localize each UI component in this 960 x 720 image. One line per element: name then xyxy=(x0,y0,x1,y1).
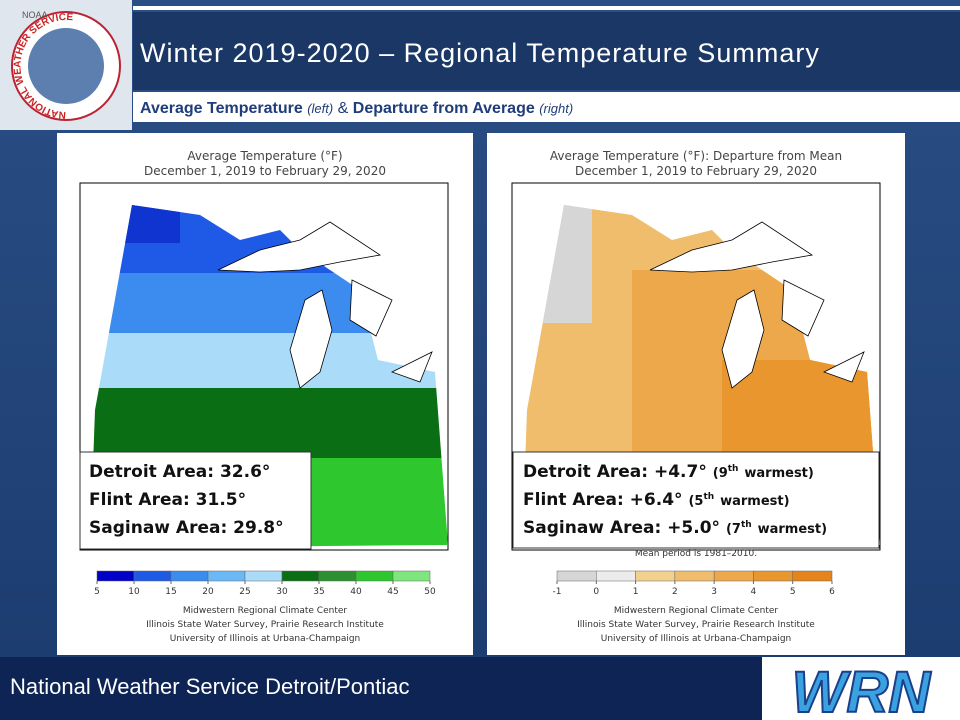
stats-box xyxy=(79,451,312,550)
colorbar: -1 0 1 2 3 4 5 6 xyxy=(553,570,835,597)
colorbar-bin xyxy=(96,570,135,582)
colorbar-bin xyxy=(713,570,754,582)
credit: Midwestern Regional Climate Center xyxy=(183,606,348,616)
wrn-logo-bg xyxy=(762,657,960,720)
subtitle-part: Departure from Average xyxy=(353,100,535,117)
subtitle-part: Average Temperature xyxy=(140,100,303,117)
nws-logo: NOAA NATIONAL WEATHER SERVICE xyxy=(0,0,132,130)
subtitle-part: (right) xyxy=(539,101,573,116)
stat-rank: (5 xyxy=(688,494,703,509)
credit: Illinois State Water Survey, Prairie Res… xyxy=(577,620,815,630)
colorbar-bin xyxy=(170,570,209,582)
colorbar-label: 40 xyxy=(350,587,362,597)
stat-rank: (9 xyxy=(713,466,728,481)
colorbar-bin xyxy=(244,570,283,582)
credit: Illinois State Water Survey, Prairie Res… xyxy=(146,620,384,630)
stat-label: Detroit Area: +4.7° xyxy=(523,462,707,482)
stat: Flint Area: +6.4° (5th warmest) xyxy=(523,484,790,510)
colorbar-label: -1 xyxy=(553,587,562,597)
colorbar-bin xyxy=(674,570,715,582)
colorbar-label: 50 xyxy=(424,587,436,597)
colorbar-bin xyxy=(281,570,320,582)
footer-text: National Weather Service Detroit/Pontiac xyxy=(10,674,409,699)
colorbar-bin xyxy=(635,570,676,582)
lake xyxy=(721,289,765,389)
colorbar-bin xyxy=(392,570,431,582)
stat-suffix: th xyxy=(703,492,714,502)
lake xyxy=(349,279,393,337)
credit: University of Illinois at Urbana-Champai… xyxy=(601,634,792,644)
colorbar-bin xyxy=(207,570,246,582)
mean-note: Mean period is 1981–2010. xyxy=(635,549,757,559)
stat: Flint Area: 31.5° xyxy=(89,490,246,510)
colorbar-label: 2 xyxy=(672,587,678,597)
lake xyxy=(390,351,433,383)
colorbar-label: 4 xyxy=(751,587,757,597)
subtitle: Average Temperature (left) & Departure f… xyxy=(140,100,573,117)
title: Winter 2019-2020 – Regional Temperature … xyxy=(140,38,820,68)
stat-tail: warmest) xyxy=(720,494,789,509)
title-bar xyxy=(133,12,960,90)
colorbar-label: 3 xyxy=(711,587,717,597)
stats-box xyxy=(512,451,880,549)
colorbar-label: 5 xyxy=(94,587,100,597)
lake xyxy=(781,279,825,337)
colorbar-bin xyxy=(596,570,636,582)
subtitle-part: & xyxy=(338,100,349,117)
subtitle-bar xyxy=(133,92,960,122)
wrn-logo: WRN xyxy=(792,660,932,720)
stat: Detroit Area: 32.6° xyxy=(89,462,270,482)
colorbar-label: 30 xyxy=(276,587,288,597)
map-title: Average Temperature (°F) xyxy=(187,149,342,163)
colorbar-bin xyxy=(133,570,172,582)
stat-suffix: th xyxy=(741,520,752,530)
region xyxy=(90,388,448,458)
colorbar-bin xyxy=(318,570,357,582)
colorbar-bin xyxy=(556,570,597,582)
credit: University of Illinois at Urbana-Champai… xyxy=(170,634,361,644)
lake xyxy=(822,351,865,383)
top-rule xyxy=(133,6,960,10)
stat-tail: warmest) xyxy=(744,466,813,481)
colorbar-label: 35 xyxy=(313,587,324,597)
map-period: December 1, 2019 to February 29, 2020 xyxy=(575,164,817,178)
colorbar-label: 25 xyxy=(239,587,250,597)
stat-suffix: th xyxy=(728,464,739,474)
colorbar-bin xyxy=(792,570,833,582)
stat-tail: warmest) xyxy=(758,522,827,537)
stat: Detroit Area: +4.7° (9th warmest) xyxy=(523,456,814,482)
stat: Saginaw Area: 29.8° xyxy=(89,518,284,538)
subtitle-part: (left) xyxy=(307,101,333,116)
credit: Midwestern Regional Climate Center xyxy=(614,606,779,616)
colorbar-label: 15 xyxy=(165,587,176,597)
stat-rank: (7 xyxy=(726,522,741,537)
colorbar-label: 45 xyxy=(387,587,398,597)
lake xyxy=(217,221,382,273)
stat-label: Flint Area: +6.4° xyxy=(523,490,683,510)
map-right: Average Temperature (°F): Departure from… xyxy=(511,149,881,644)
map-title: Average Temperature (°F): Departure from… xyxy=(550,149,842,163)
map-left: Average Temperature (°F) December 1, 201… xyxy=(79,149,449,644)
colorbar-label: 6 xyxy=(829,587,835,597)
colorbar-label: 5 xyxy=(790,587,796,597)
stat-label: Saginaw Area: +5.0° xyxy=(523,518,720,538)
colorbar-label: 20 xyxy=(202,587,214,597)
colorbar-label: 0 xyxy=(593,587,599,597)
colorbar-bin xyxy=(753,570,793,582)
colorbar-bin xyxy=(355,570,394,582)
map-period: December 1, 2019 to February 29, 2020 xyxy=(144,164,386,178)
lake xyxy=(289,289,333,389)
colorbar-label: 1 xyxy=(633,587,639,597)
noaa-text: NOAA xyxy=(22,10,48,20)
stat: Saginaw Area: +5.0° (7th warmest) xyxy=(523,512,827,538)
colorbar: 5 10 15 20 25 30 35 40 45 50 xyxy=(94,570,436,597)
logo-center xyxy=(28,28,104,104)
colorbar-label: 10 xyxy=(128,587,140,597)
lake xyxy=(649,221,814,273)
